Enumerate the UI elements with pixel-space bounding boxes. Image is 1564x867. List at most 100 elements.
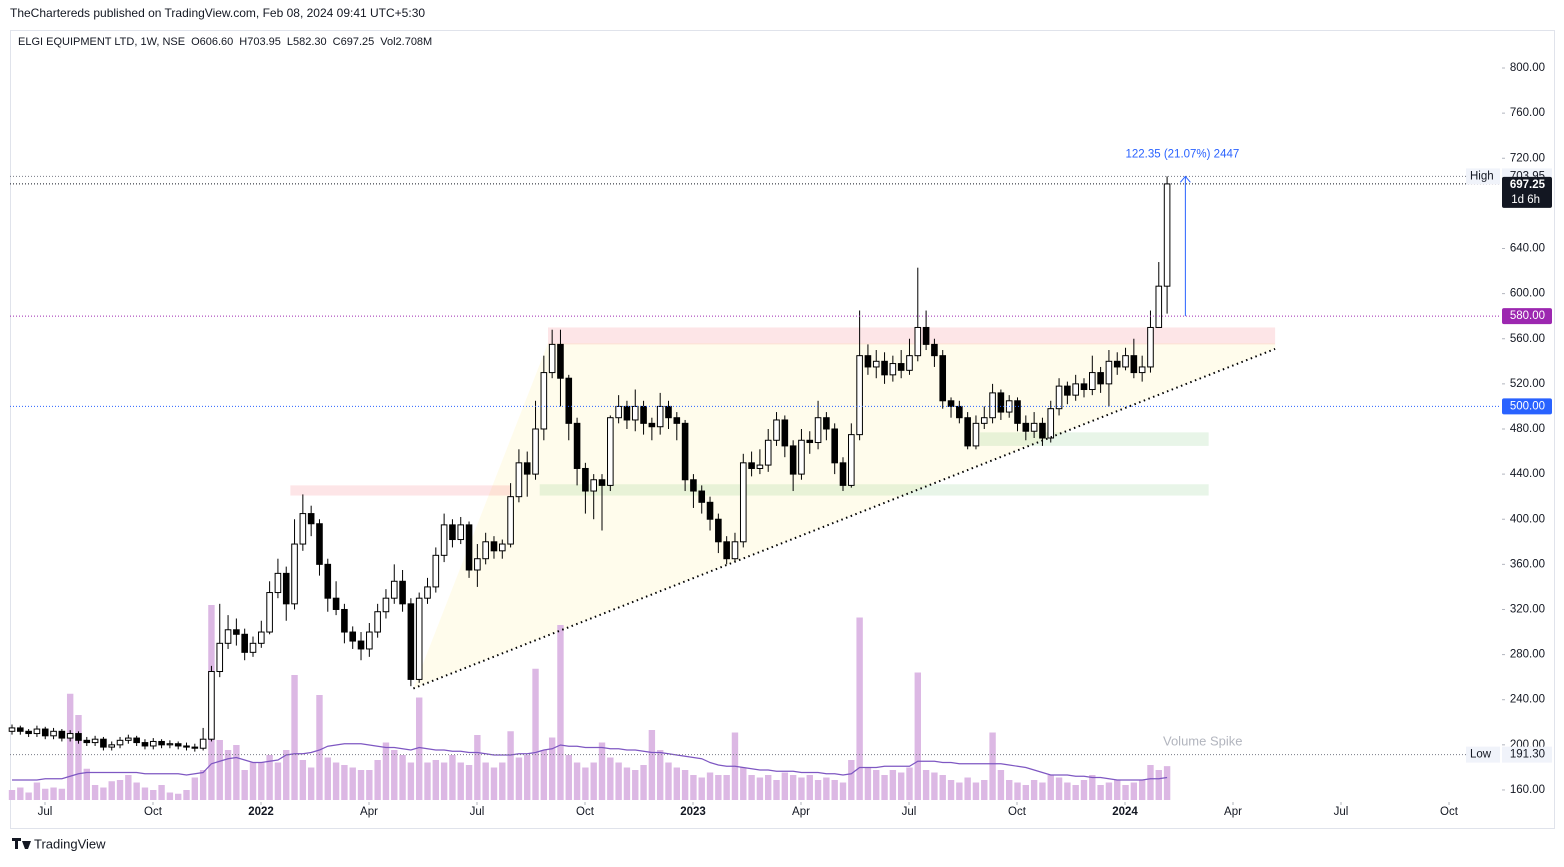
zone bbox=[539, 484, 1209, 496]
x-tick-label: Jul bbox=[1334, 806, 1349, 818]
volume-bar bbox=[515, 757, 523, 800]
volume-bar bbox=[158, 785, 165, 800]
candle-body bbox=[1047, 408, 1055, 439]
volume-bar bbox=[424, 762, 431, 800]
volume-bar bbox=[881, 775, 888, 800]
volume-bar bbox=[939, 775, 946, 800]
volume-bar bbox=[690, 775, 697, 800]
y-tick-label: 520.00 bbox=[1510, 378, 1545, 390]
volume-bar bbox=[640, 765, 647, 800]
volume-bar bbox=[66, 693, 74, 800]
candle-body bbox=[299, 513, 307, 545]
y-tick-label: 440.00 bbox=[1510, 468, 1545, 480]
volume-bar bbox=[864, 767, 872, 800]
footer-logo: TradingView bbox=[12, 836, 106, 851]
volume-bar bbox=[1030, 780, 1038, 800]
volume-bar bbox=[989, 732, 996, 800]
marker-name: Low bbox=[1470, 749, 1492, 761]
volume-bar bbox=[83, 768, 90, 800]
candle-body bbox=[1105, 360, 1113, 385]
candle-body bbox=[382, 597, 390, 613]
x-tick-label: 2023 bbox=[680, 806, 706, 818]
candle-body bbox=[1055, 385, 1063, 410]
candle-body bbox=[922, 326, 930, 345]
volume-bar bbox=[897, 772, 905, 800]
volume-bar bbox=[781, 772, 789, 800]
candle-body bbox=[540, 372, 548, 430]
marker-value-box bbox=[1502, 746, 1552, 763]
volume-bar bbox=[1130, 782, 1138, 800]
candle-body bbox=[781, 419, 789, 447]
candle-body bbox=[249, 642, 257, 653]
volume-bar bbox=[765, 775, 772, 800]
volume-bar bbox=[997, 770, 1005, 800]
candle-body bbox=[789, 445, 797, 475]
level-label: 500.00 bbox=[1510, 400, 1545, 412]
candle-body bbox=[806, 439, 814, 444]
y-tick-label: 600.00 bbox=[1510, 288, 1545, 300]
y-tick-label: 480.00 bbox=[1510, 423, 1545, 435]
candle-body bbox=[282, 572, 290, 605]
high: H703.95 bbox=[239, 36, 281, 48]
y-tick-label: 160.00 bbox=[1510, 784, 1545, 796]
candle-body bbox=[864, 355, 872, 368]
volume-bar bbox=[623, 767, 631, 800]
candle-body bbox=[573, 422, 581, 469]
candle-body bbox=[698, 490, 706, 503]
volume-bar bbox=[357, 770, 365, 800]
volume-bar bbox=[1163, 766, 1171, 800]
volume-bar bbox=[25, 792, 32, 800]
volume-bar bbox=[382, 742, 390, 800]
candle-body bbox=[1163, 183, 1171, 287]
candle-body bbox=[1155, 285, 1163, 328]
volume-bar bbox=[981, 780, 988, 800]
candle-body bbox=[258, 631, 265, 644]
candle-body bbox=[523, 462, 531, 475]
y-tick-label: 760.00 bbox=[1510, 107, 1545, 119]
candle-body bbox=[440, 524, 448, 556]
candle-body bbox=[673, 417, 681, 424]
volume-bar bbox=[374, 760, 381, 800]
last-price-box bbox=[1502, 176, 1552, 208]
y-tick-label: 400.00 bbox=[1510, 513, 1545, 525]
x-tick-label: Jul bbox=[470, 806, 485, 818]
volume-bar bbox=[1097, 785, 1104, 800]
volume-bar bbox=[216, 740, 223, 800]
x-tick-label: Jul bbox=[38, 806, 53, 818]
marker-name: High bbox=[1470, 170, 1494, 182]
volume-bar bbox=[1138, 780, 1146, 800]
candle-body bbox=[706, 501, 714, 520]
volume-bar bbox=[58, 788, 66, 800]
y-tick-label: 720.00 bbox=[1510, 152, 1545, 164]
candle-body bbox=[939, 355, 947, 402]
candle-body bbox=[997, 392, 1005, 413]
volume-bar bbox=[1114, 780, 1121, 800]
volume-bar bbox=[656, 750, 664, 800]
volume-bar bbox=[1039, 782, 1046, 800]
x-tick-label: Apr bbox=[792, 806, 810, 818]
volume-bar bbox=[50, 787, 57, 800]
volume-bar bbox=[1006, 780, 1013, 800]
volume-bar bbox=[548, 737, 556, 800]
candle-body bbox=[166, 743, 174, 746]
volume-bar bbox=[415, 697, 423, 800]
candle-body bbox=[266, 592, 273, 633]
candle-body bbox=[715, 518, 722, 543]
candle-body bbox=[731, 541, 739, 560]
volume-bar bbox=[673, 767, 680, 800]
candle-body bbox=[291, 543, 298, 605]
candle-body bbox=[191, 746, 199, 749]
volume-bar bbox=[241, 770, 248, 800]
candle-body bbox=[648, 422, 656, 428]
candle-body bbox=[424, 586, 431, 599]
volume-bar bbox=[889, 770, 897, 800]
volume-bar bbox=[175, 793, 182, 800]
volume-bar bbox=[17, 787, 24, 800]
volume-bar bbox=[922, 770, 930, 800]
candle-body bbox=[964, 417, 971, 447]
volume-bar bbox=[141, 787, 149, 800]
candle-body bbox=[947, 400, 955, 407]
x-tick-label: Oct bbox=[1440, 806, 1459, 818]
candle-body bbox=[374, 611, 381, 633]
